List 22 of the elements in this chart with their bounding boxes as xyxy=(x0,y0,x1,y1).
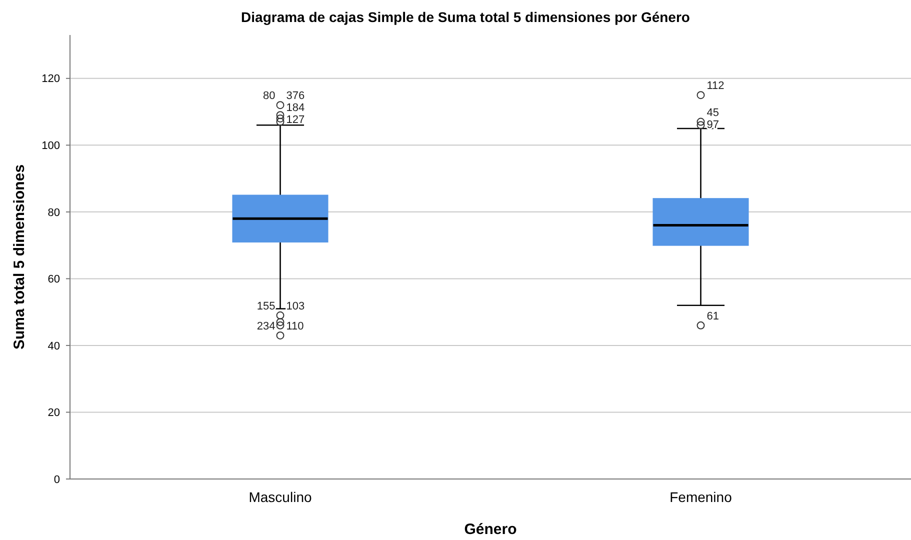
annotation: 97 xyxy=(706,118,719,131)
annotation: 127 xyxy=(286,114,305,126)
annotation: 234 xyxy=(256,320,276,332)
x-axis-title: Género xyxy=(464,521,517,538)
chart-title: Diagrama de cajas Simple de Suma total 5 dimensiones por Género xyxy=(241,9,690,25)
y-tick-label: 40 xyxy=(48,340,60,352)
annotation: 376 xyxy=(286,90,305,102)
annotation: 45 xyxy=(706,106,719,119)
y-axis-title: Suma total 5 dimensiones xyxy=(11,164,28,350)
y-tick-label: 60 xyxy=(48,274,60,286)
annotation: 112 xyxy=(706,80,724,92)
y-tick-label: 120 xyxy=(42,73,60,86)
y-tick-label: 80 xyxy=(48,206,60,219)
x-tick-label: Femenino xyxy=(670,489,732,505)
y-tick-label: 20 xyxy=(48,407,60,420)
x-tick-label: Masculino xyxy=(248,489,312,505)
y-tick-label: 100 xyxy=(42,140,60,152)
annotation: 80 xyxy=(263,90,276,102)
annotation: 61 xyxy=(706,310,719,322)
y-tick-label: 0 xyxy=(54,474,60,486)
annotation: 110 xyxy=(286,320,304,332)
annotation: 184 xyxy=(286,102,305,114)
